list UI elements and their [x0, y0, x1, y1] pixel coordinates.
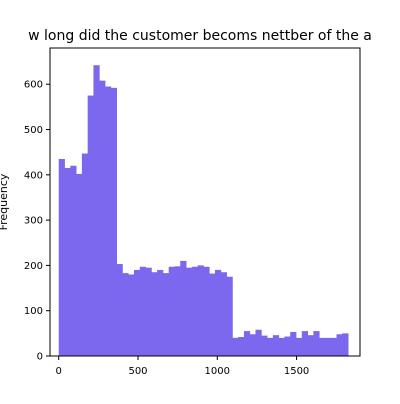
histogram-bar — [64, 168, 71, 356]
histogram-bar — [238, 336, 245, 356]
histogram-bar — [261, 335, 268, 356]
y-tick-label: 500 — [24, 125, 43, 136]
histogram-bar — [122, 273, 129, 356]
histogram-bar — [313, 331, 320, 356]
histogram-bar — [145, 267, 152, 356]
histogram-bar — [81, 153, 89, 356]
histogram-bar — [272, 335, 280, 356]
histogram-bar — [267, 337, 274, 356]
histogram-bar — [116, 264, 123, 356]
histogram-bar — [58, 158, 65, 356]
histogram-bar — [284, 336, 291, 356]
histogram-bar — [249, 334, 256, 356]
histogram-bar — [255, 329, 262, 356]
histogram-bar — [133, 269, 141, 356]
histogram-bar — [319, 337, 326, 356]
y-tick-label: 100 — [24, 306, 43, 317]
histogram-bar — [330, 337, 337, 356]
histogram-bar — [174, 266, 181, 356]
x-axis-ticks: 0 500 1000 1500 — [56, 356, 309, 377]
histogram-bar — [151, 272, 158, 356]
y-axis-ticks: 0 100 200 300 400 500 600 — [24, 80, 50, 363]
histogram-bar — [76, 173, 83, 356]
bars-group — [58, 65, 349, 357]
histogram-bar — [110, 87, 117, 357]
histogram-bar — [157, 269, 164, 356]
y-tick-label: 300 — [24, 216, 43, 227]
histogram-bar — [105, 86, 112, 356]
y-tick-label: 600 — [24, 80, 43, 91]
histogram-bar — [243, 331, 251, 356]
histogram-bar — [139, 266, 146, 356]
histogram-bar — [180, 260, 187, 356]
histogram-bar — [93, 65, 100, 357]
histogram-bar — [342, 333, 349, 356]
y-axis-label: Frequency — [0, 173, 10, 230]
x-tick-label: 0 — [56, 366, 62, 377]
histogram-bar — [214, 269, 222, 356]
histogram-bar — [278, 337, 285, 356]
histogram-bar — [168, 266, 175, 356]
histogram-bar — [186, 267, 193, 356]
histogram-bar — [209, 273, 216, 356]
histogram-bar — [191, 266, 199, 356]
histogram-bar — [87, 95, 94, 356]
histogram-bar — [226, 276, 233, 356]
y-tick-label: 0 — [37, 352, 43, 363]
histogram-bar — [232, 337, 239, 356]
y-tick-label: 200 — [24, 261, 43, 272]
histogram-bar — [162, 273, 170, 356]
histogram-bar — [70, 165, 77, 356]
y-tick-label: 400 — [24, 170, 43, 181]
histogram-bar — [336, 334, 343, 356]
histogram-bar — [307, 335, 314, 356]
histogram-bar — [220, 272, 227, 356]
chart-title: w long did the customer becoms nettber o… — [28, 28, 372, 44]
x-tick-label: 1000 — [205, 366, 230, 377]
x-tick-label: 500 — [128, 366, 147, 377]
histogram-bar — [197, 265, 204, 356]
histogram-bar — [128, 274, 135, 356]
histogram-bar — [99, 80, 106, 357]
histogram-bar — [301, 331, 308, 356]
x-tick-label: 1500 — [284, 366, 309, 377]
plot-frame — [49, 47, 361, 357]
histogram-bar — [296, 337, 303, 356]
histogram-bar — [290, 331, 297, 356]
histogram-bar — [324, 337, 332, 356]
histogram-bar — [203, 266, 210, 356]
